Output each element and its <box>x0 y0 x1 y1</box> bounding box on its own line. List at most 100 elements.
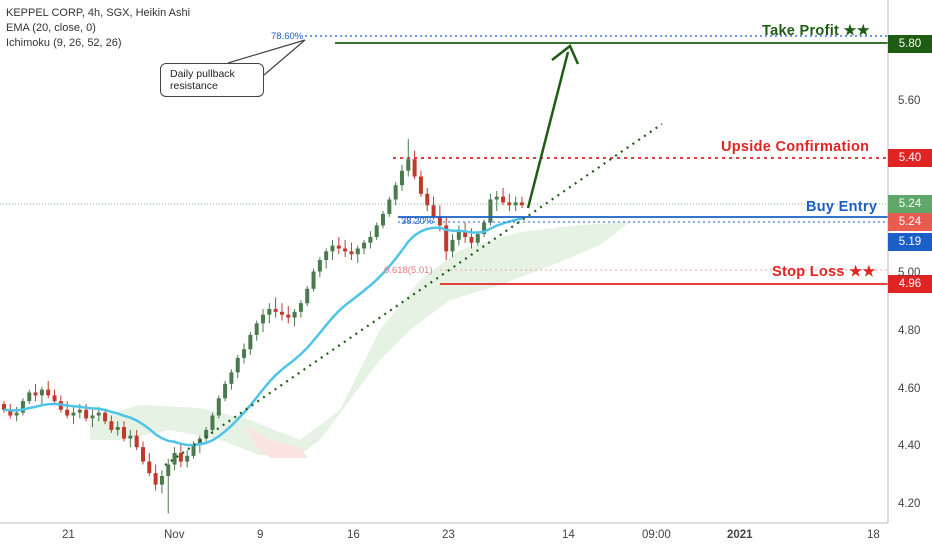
x-tick-label: 16 <box>347 529 360 541</box>
candle <box>286 306 291 324</box>
price-axis <box>0 0 889 524</box>
candle <box>261 308 265 332</box>
candle-body <box>178 452 183 462</box>
price-tag-stop: 4.96 <box>888 275 932 293</box>
candle <box>298 300 303 318</box>
candle-body <box>298 303 303 312</box>
candles <box>2 139 524 514</box>
candle-body <box>349 251 354 255</box>
candle-body <box>292 311 297 318</box>
x-tick-label: 18 <box>867 529 880 541</box>
chart-legend: KEPPEL CORP, 4h, SGX, Heikin Ashi EMA (2… <box>6 6 190 51</box>
candle <box>128 429 133 448</box>
price-tag-upside: 5.40 <box>888 149 932 167</box>
candle <box>65 401 70 419</box>
candle <box>381 211 386 229</box>
candle-body <box>456 231 461 240</box>
candle-body <box>305 288 310 304</box>
candle-body <box>27 392 32 402</box>
candle-body <box>140 447 145 462</box>
candle-body <box>134 435 139 448</box>
candle <box>311 268 316 292</box>
legend-ichimoku: Ichimoku (9, 26, 52, 26) <box>6 37 122 49</box>
candle-body <box>147 461 152 474</box>
candle-body <box>33 392 38 396</box>
x-tick-label: 21 <box>62 529 75 541</box>
candle-body <box>52 395 57 402</box>
y-tick-label: 4.20 <box>898 497 921 510</box>
y-tick-label: 4.40 <box>898 440 921 453</box>
candle <box>242 343 247 364</box>
candle <box>115 421 120 436</box>
candle-body <box>450 239 455 252</box>
candle <box>431 196 436 220</box>
candle-body <box>84 409 89 419</box>
candle-body <box>311 271 316 289</box>
candle-body <box>362 242 367 249</box>
candle-body <box>2 404 6 410</box>
candle-body <box>317 260 322 272</box>
candle-body <box>482 222 487 235</box>
x-tick-label: 9 <box>257 529 264 541</box>
candle-body <box>330 245 335 252</box>
candle <box>513 196 518 212</box>
x-tick-label: 14 <box>562 529 575 541</box>
ema-polyline <box>3 217 523 447</box>
candle <box>349 242 354 260</box>
price-tag-last-green: 5.24 <box>888 195 932 213</box>
candle <box>362 239 367 255</box>
candle <box>292 308 297 327</box>
legend-title: KEPPEL CORP, 4h, SGX, Heikin Ashi <box>6 7 191 19</box>
candle-body <box>242 349 247 358</box>
candle <box>134 429 139 451</box>
candle-body <box>513 202 518 206</box>
candle <box>368 231 373 249</box>
candle-body <box>431 205 436 217</box>
candle-body <box>336 245 341 249</box>
candle <box>425 188 430 212</box>
candle-body <box>153 473 158 485</box>
candle <box>204 427 209 442</box>
candle-body <box>210 415 215 430</box>
candle <box>412 150 417 180</box>
candle <box>33 383 38 402</box>
target-arrow-head <box>551 44 580 65</box>
y-tick-label: 5.60 <box>898 94 921 107</box>
candle <box>482 219 487 237</box>
candle-body <box>172 452 177 465</box>
callout-line-2: resistance <box>170 80 218 92</box>
candle-body <box>14 412 19 416</box>
candle-body <box>77 409 82 413</box>
candle <box>355 245 360 263</box>
x-tick-label: Nov <box>164 529 185 541</box>
candle-body <box>46 389 51 396</box>
candle-body <box>166 464 171 476</box>
candle-body <box>425 193 430 206</box>
candle-body <box>488 199 493 223</box>
price-tag-last-red: 5.24 <box>888 213 932 231</box>
candle <box>494 190 499 212</box>
y-tick-label: 4.80 <box>898 325 921 337</box>
candle-body <box>223 383 228 399</box>
candle-body <box>381 213 386 226</box>
candle <box>122 421 127 442</box>
callout-line-1: Daily pullback <box>170 68 235 80</box>
candle-body <box>286 314 291 318</box>
level-lines <box>0 35 888 466</box>
candle <box>229 369 234 390</box>
candle <box>103 409 108 425</box>
candle <box>153 464 158 491</box>
candle <box>393 182 398 206</box>
candle <box>90 409 95 428</box>
candle-body <box>418 176 423 194</box>
candle <box>159 470 164 494</box>
candle-body <box>406 159 411 171</box>
candle <box>330 239 335 260</box>
candle <box>267 303 272 324</box>
candle-body <box>115 427 120 430</box>
candle-body <box>159 476 164 485</box>
candle <box>418 170 423 197</box>
candle-body <box>216 398 221 416</box>
candle <box>185 450 190 468</box>
